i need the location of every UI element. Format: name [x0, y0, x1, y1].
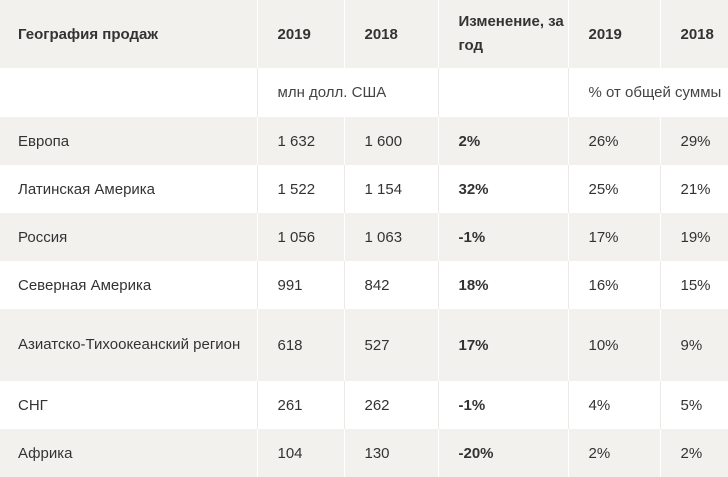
value-2019-cell: 261 — [257, 381, 345, 429]
value-2019-cell: 991 — [257, 261, 345, 309]
header-2019-share: 2019 — [568, 0, 661, 68]
value-2018-cell: 1 600 — [344, 117, 439, 165]
value-2018-cell: 1 063 — [344, 213, 439, 261]
region-cell: Европа — [0, 117, 258, 165]
share-2019-cell: 17% — [568, 213, 661, 261]
share-2019-cell: 25% — [568, 165, 661, 213]
share-2018-cell: 19% — [660, 213, 728, 261]
value-2019-cell: 104 — [257, 429, 345, 477]
share-2018-cell: 15% — [660, 261, 728, 309]
share-2019-cell: 10% — [568, 309, 661, 381]
header-2019-abs: 2019 — [257, 0, 345, 68]
change-cell: -1% — [438, 213, 569, 261]
value-2018-cell: 262 — [344, 381, 439, 429]
region-cell: Северная Америка — [0, 261, 258, 309]
share-2018-cell: 5% — [660, 381, 728, 429]
region-cell: СНГ — [0, 381, 258, 429]
value-2018-cell: 527 — [344, 309, 439, 381]
table-row: Россия 1 056 1 063 -1% 17% 19% — [0, 213, 728, 261]
header-2018-share: 2018 — [660, 0, 728, 68]
table-row: Африка 104 130 -20% 2% 2% — [0, 429, 728, 477]
share-2019-cell: 4% — [568, 381, 661, 429]
share-2018-cell: 29% — [660, 117, 728, 165]
header-change: Изменение, за год — [438, 0, 569, 68]
share-2019-cell: 2% — [568, 429, 661, 477]
value-2019-cell: 1 522 — [257, 165, 345, 213]
units-empty-change — [438, 68, 569, 117]
change-cell: 18% — [438, 261, 569, 309]
value-2018-cell: 842 — [344, 261, 439, 309]
value-2018-cell: 1 154 — [344, 165, 439, 213]
table-row: Азиатско-Тихоокеанский регион 618 527 17… — [0, 309, 728, 381]
change-cell: -1% — [438, 381, 569, 429]
share-2018-cell: 9% — [660, 309, 728, 381]
units-share: % от общей суммы — [568, 68, 728, 117]
change-cell: 32% — [438, 165, 569, 213]
table-row: СНГ 261 262 -1% 4% 5% — [0, 381, 728, 429]
value-2019-cell: 618 — [257, 309, 345, 381]
change-cell: 17% — [438, 309, 569, 381]
table-row: Латинская Америка 1 522 1 154 32% 25% 21… — [0, 165, 728, 213]
share-2019-cell: 26% — [568, 117, 661, 165]
value-2018-cell: 130 — [344, 429, 439, 477]
units-empty-region — [0, 68, 258, 117]
region-cell: Россия — [0, 213, 258, 261]
region-cell: Африка — [0, 429, 258, 477]
header-region: География продаж — [0, 0, 258, 68]
table-row: Северная Америка 991 842 18% 16% 15% — [0, 261, 728, 309]
share-2019-cell: 16% — [568, 261, 661, 309]
share-2018-cell: 21% — [660, 165, 728, 213]
change-cell: 2% — [438, 117, 569, 165]
region-cell: Азиатско-Тихоокеанский регион — [0, 309, 258, 381]
units-row: млн долл. США % от общей суммы — [0, 68, 728, 117]
table-row: Европа 1 632 1 600 2% 26% 29% — [0, 117, 728, 165]
value-2019-cell: 1 632 — [257, 117, 345, 165]
units-abs: млн долл. США — [257, 68, 439, 117]
value-2019-cell: 1 056 — [257, 213, 345, 261]
region-cell: Латинская Америка — [0, 165, 258, 213]
table-header-row: География продаж 2019 2018 Изменение, за… — [0, 0, 728, 68]
header-2018-abs: 2018 — [344, 0, 439, 68]
share-2018-cell: 2% — [660, 429, 728, 477]
change-cell: -20% — [438, 429, 569, 477]
